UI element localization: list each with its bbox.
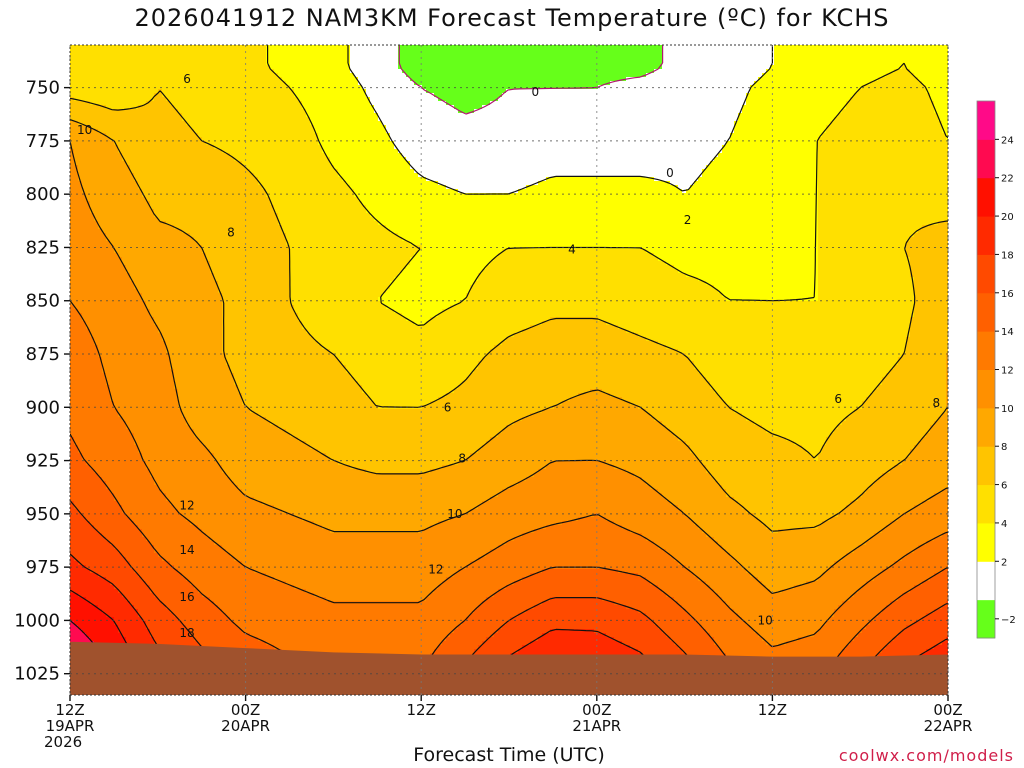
x-tick-label: 20APR: [221, 717, 270, 735]
colorbar-tick-label: 18: [1001, 250, 1014, 261]
y-tick-label: 850: [26, 291, 60, 312]
x-tick-label: 00Z: [933, 701, 962, 719]
y-tick-label: 925: [26, 451, 60, 472]
contour-label: 8: [227, 226, 235, 240]
colorbar-segment: [977, 561, 995, 601]
isotherm-8: [70, 119, 948, 532]
colorbar-tick-label: 10: [1001, 404, 1014, 415]
colorbar-segment: [977, 407, 995, 447]
credit-text: coolwx.com/models: [839, 746, 1014, 765]
contour-label: 12: [179, 498, 194, 512]
x-tick-label: 22APR: [924, 717, 973, 735]
contour-label: 2: [684, 213, 692, 227]
y-tick-label: 900: [26, 397, 60, 418]
colorbar-segment: [977, 446, 995, 486]
y-tick-label: 1025: [14, 664, 60, 685]
colorbar-segment: [977, 139, 995, 179]
x-tick-label: 21APR: [572, 717, 621, 735]
colorbar-segment: [977, 331, 995, 370]
colorbar-segment: [977, 522, 995, 562]
contour-label: 10: [77, 123, 92, 137]
x-tick-label: 2026: [44, 733, 82, 751]
contour-label: 14: [179, 543, 194, 557]
colorbar-tick-label: 6: [1001, 481, 1007, 492]
contour-label: 16: [179, 590, 194, 604]
isotherm-10: [70, 140, 948, 594]
y-tick-label: 825: [26, 237, 60, 258]
y-tick-label: 875: [26, 344, 60, 365]
chart-title: 2026041912 NAM3KM Forecast Temperature (…: [0, 4, 1024, 32]
x-tick-label: 19APR: [46, 717, 95, 735]
isotherm-0: [398, 45, 664, 115]
x-tick-label: 00Z: [231, 701, 260, 719]
contour-label: 6: [183, 72, 191, 86]
contour-label: 6: [444, 400, 452, 414]
colorbar-tick-label: 22: [1001, 174, 1014, 185]
colorbar-tick-label: 8: [1001, 442, 1007, 453]
contour-labels: 0 0 2 4 6 6 6 8 8 8 10 10 10 12 12 14 16 18: [77, 72, 940, 640]
colorbar-segment: [977, 292, 995, 332]
colorbar-tick-label: 20: [1001, 212, 1014, 223]
colorbar-segment: [977, 101, 995, 140]
y-axis: 750 775 800 825 850 875 900 925 950 975 1000 1025: [14, 78, 70, 685]
contour-label: 8: [458, 451, 466, 465]
surface-fill: [70, 641, 948, 695]
contour-label: 6: [834, 392, 842, 406]
temperature-field: [70, 45, 948, 695]
isotherm-12: [70, 300, 948, 648]
contour-label: 12: [428, 562, 443, 576]
contour-label: 4: [568, 243, 576, 257]
y-tick-label: 750: [26, 78, 60, 99]
x-tick-label: 12Z: [758, 701, 787, 719]
colorbar-tick-label: 12: [1001, 366, 1014, 377]
colorbar-tick-label: 24: [1001, 135, 1014, 146]
x-tick-label: 12Z: [407, 701, 436, 719]
colorbar-segment: [977, 599, 995, 639]
y-tick-label: 975: [26, 557, 60, 578]
contour-label: 0: [532, 85, 540, 99]
grid-lines: [69, 45, 949, 695]
y-tick-label: 800: [26, 184, 60, 205]
colorbar-tick-label: 2: [1001, 557, 1007, 568]
isotherm-4: [267, 45, 948, 326]
contour-label: 0: [666, 166, 674, 180]
contour-label: 8: [932, 396, 940, 410]
isotherm-2: [347, 45, 773, 195]
contour-label: 10: [757, 613, 772, 627]
x-tick-label: 00Z: [582, 701, 611, 719]
colorbar-segment: [977, 216, 995, 255]
contour-label: 18: [179, 626, 194, 640]
y-tick-label: 950: [26, 504, 60, 525]
colorbar-tick-label: 14: [1001, 327, 1014, 338]
colorbar-tick-label: 16: [1001, 289, 1014, 300]
y-tick-label: 1000: [14, 610, 60, 631]
ground-surface: [70, 641, 948, 695]
isotherm-6: [70, 90, 948, 459]
colorbar-segment: [977, 177, 995, 217]
contour-label: 10: [447, 507, 462, 521]
colorbar-tick-label: −2: [1001, 615, 1016, 626]
colorbar-segment: [977, 369, 995, 409]
x-axis-label: Forecast Time (UTC): [70, 744, 948, 766]
colorbar-segment: [977, 484, 995, 524]
colorbar-segment: [977, 254, 995, 294]
y-tick-label: 775: [26, 131, 60, 152]
x-tick-label: 12Z: [55, 701, 84, 719]
colorbar-tick-label: 4: [1001, 519, 1007, 530]
